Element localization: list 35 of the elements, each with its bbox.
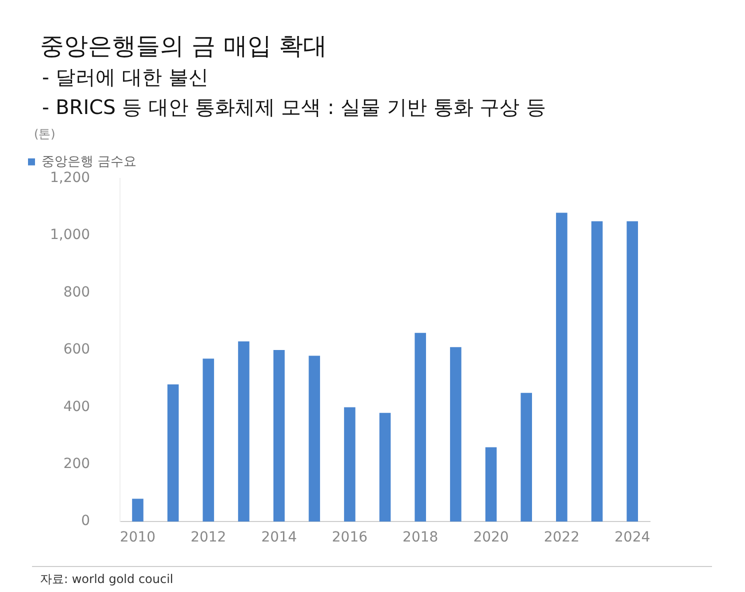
y-tick-label: 0: [81, 513, 90, 530]
y-tick-label: 1,200: [50, 170, 90, 186]
bar: [167, 384, 179, 522]
chart-subtitle: - 달러에 대한 불신 - BRICS 등 대안 통화체제 모색 : 실물 기반 통화 구상 등: [42, 64, 546, 121]
bar: [344, 407, 356, 522]
x-tick-label: 2010: [120, 530, 156, 546]
bar: [238, 341, 250, 522]
x-tick-label: 2022: [544, 530, 580, 546]
bar: [626, 221, 638, 522]
y-tick-label: 1,000: [50, 227, 90, 244]
x-tick-label: 2016: [332, 530, 368, 546]
y-axis-title: (톤): [34, 126, 56, 143]
bar: [485, 447, 497, 522]
bar: [273, 350, 285, 522]
x-tick-label: 2012: [190, 530, 226, 546]
bar: [379, 412, 391, 522]
bar: [132, 498, 144, 522]
x-tick-label: 2020: [473, 530, 509, 546]
chart-title: 중앙은행들의 금 매입 확대: [40, 31, 327, 62]
y-tick-label: 400: [63, 398, 90, 415]
bar: [591, 221, 603, 522]
bar: [520, 392, 532, 522]
y-tick-label: 800: [63, 284, 90, 300]
y-tick-label: 200: [63, 456, 90, 472]
text: 자료: world gold coucil: [40, 571, 174, 588]
bar: [202, 358, 214, 522]
bar: [414, 332, 426, 522]
bar: [450, 347, 462, 522]
x-tick-label: 2014: [261, 530, 297, 546]
x-tick-label: 2024: [614, 530, 650, 546]
y-tick-label: 600: [63, 342, 90, 358]
bar: [556, 212, 568, 522]
bar: [308, 356, 320, 522]
x-tick-label: 2018: [402, 530, 438, 546]
legend-label: 중앙은행 금수요: [42, 154, 137, 170]
